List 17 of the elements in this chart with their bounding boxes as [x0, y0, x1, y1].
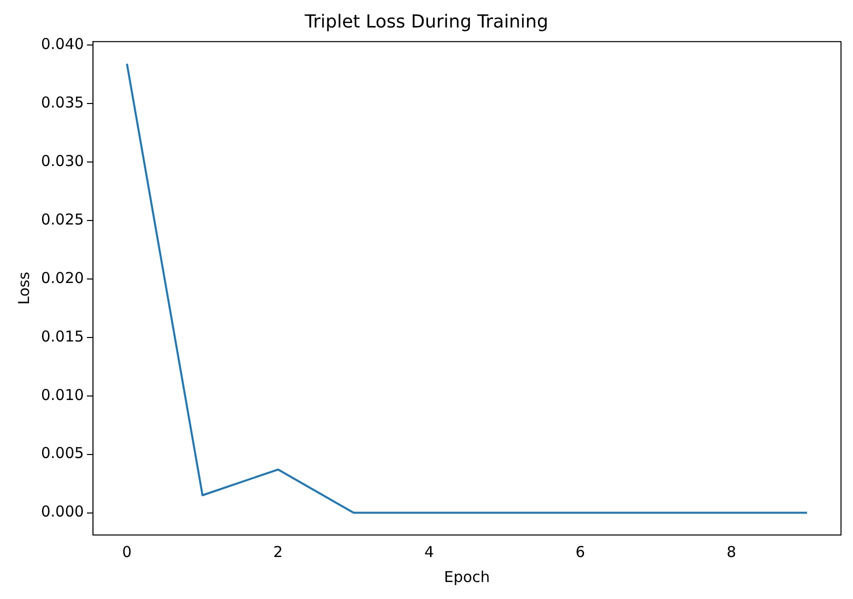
y-tick-label: 0.025 — [40, 210, 84, 228]
chart-title: Triplet Loss During Training — [304, 11, 548, 32]
y-tick-label: 0.035 — [40, 93, 84, 112]
y-tick-label: 0.015 — [40, 327, 84, 346]
x-axis-title: Epoch — [444, 568, 490, 586]
y-tick-label: 0.000 — [40, 502, 84, 521]
x-tick-label: 4 — [424, 542, 434, 561]
y-tick-label: 0.040 — [40, 35, 84, 53]
x-tick-label: 2 — [273, 542, 283, 561]
x-tick-label: 8 — [726, 542, 736, 561]
y-tick-label: 0.030 — [40, 152, 84, 170]
y-tick-label: 0.005 — [40, 444, 84, 462]
y-axis-title: Loss — [14, 272, 33, 305]
x-tick-label: 0 — [122, 542, 132, 561]
y-tick-label: 0.010 — [40, 386, 84, 404]
x-tick-label: 6 — [576, 542, 586, 561]
y-tick-label: 0.020 — [40, 268, 84, 287]
